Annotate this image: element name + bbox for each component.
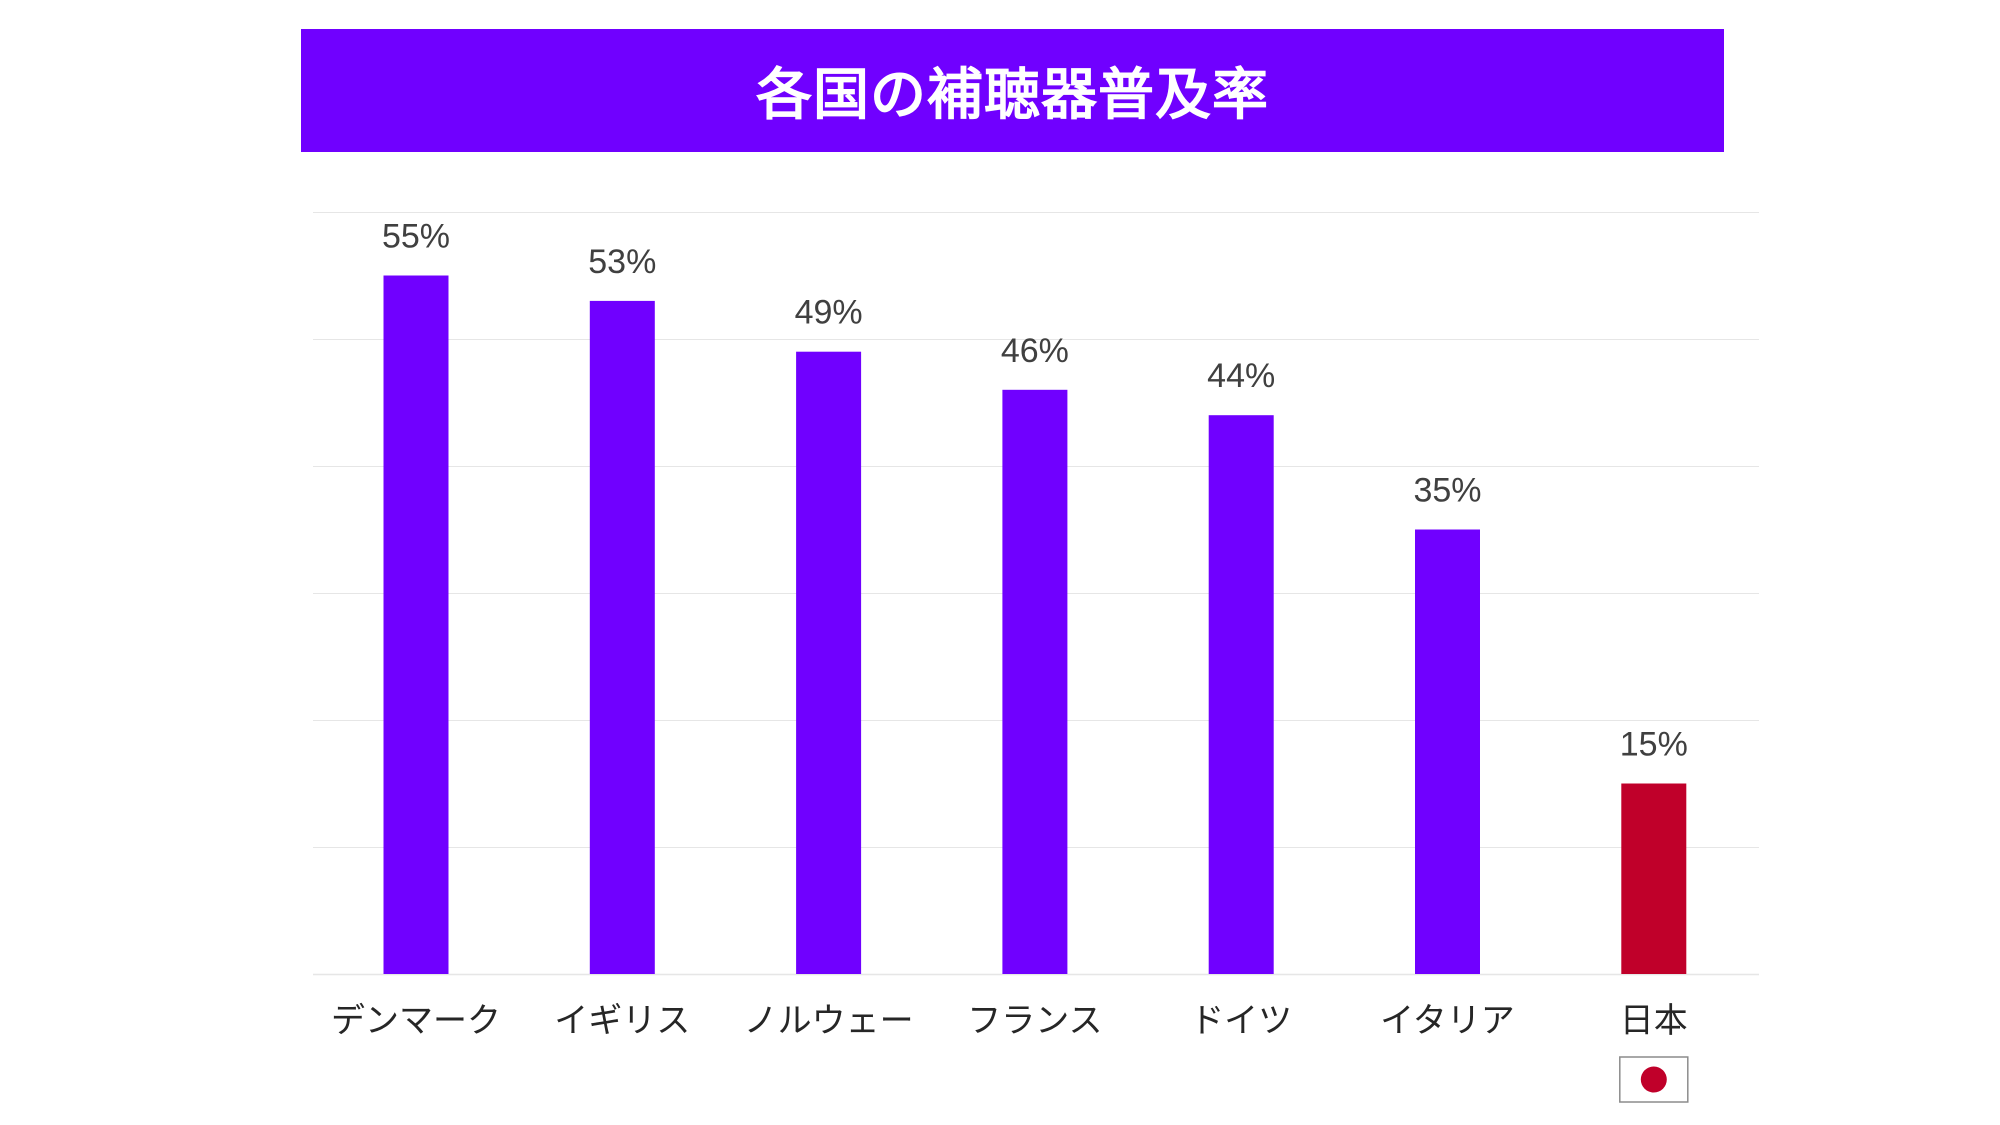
japan-flag-icon: [1619, 1056, 1689, 1103]
bar: [1002, 389, 1068, 974]
value-label: 15%: [1620, 726, 1688, 764]
category-label: イギリス: [554, 1001, 690, 1041]
category-label: ノルウェー: [744, 1001, 914, 1041]
bar: [589, 300, 655, 974]
category-label: ドイツ: [1190, 1001, 1292, 1041]
category-label: 日本: [1620, 1001, 1688, 1041]
value-label: 44%: [1207, 357, 1275, 395]
value-label: 46%: [1001, 332, 1069, 370]
value-label: 35%: [1413, 472, 1481, 510]
bar: [1621, 783, 1687, 974]
category-label: イタリア: [1380, 1001, 1515, 1041]
category-label: フランス: [967, 1001, 1102, 1041]
value-label: 55%: [382, 218, 450, 256]
bar: [796, 351, 862, 974]
value-label: 49%: [795, 294, 863, 332]
bar: [1208, 415, 1274, 974]
bar: [1415, 529, 1480, 974]
bar: [383, 275, 449, 974]
category-label: デンマーク: [331, 1001, 501, 1041]
value-label: 53%: [588, 243, 656, 281]
chart-title: 各国の補聴器普及率: [756, 63, 1269, 128]
chart-title-banner: 各国の補聴器普及率: [301, 29, 1724, 152]
